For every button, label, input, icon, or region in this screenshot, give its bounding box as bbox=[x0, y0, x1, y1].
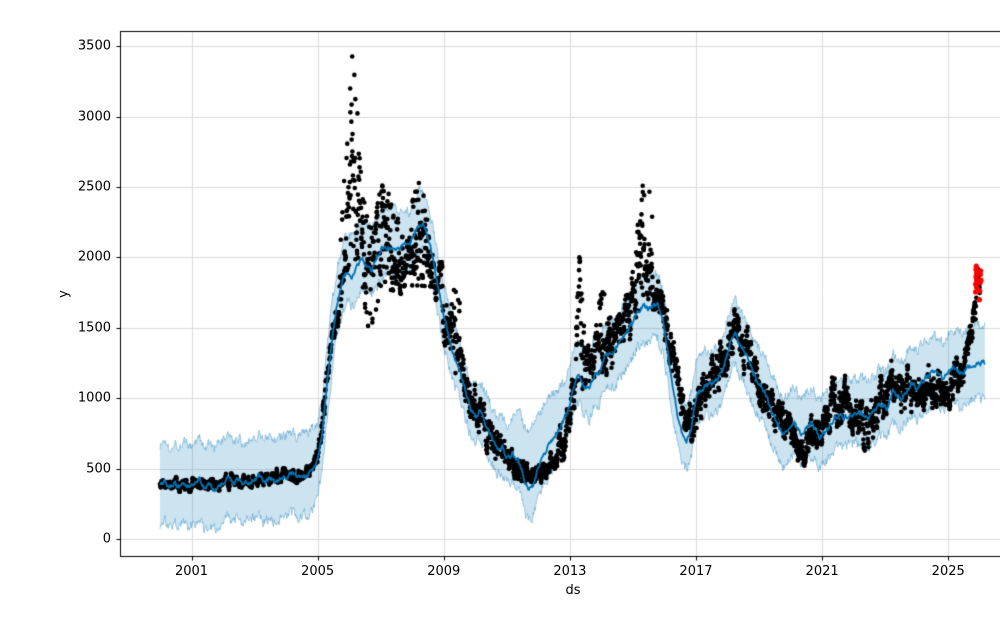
y-tick-label: 2000 bbox=[77, 249, 111, 265]
y-axis-label: y bbox=[56, 289, 72, 298]
x-tick-label: 2013 bbox=[553, 564, 587, 579]
x-tick-label: 2009 bbox=[427, 564, 461, 579]
prophet-forecast-figure: 2001 2005 2009 2013 2017 2021 2025 0 500 1000 1500… bbox=[40, 16, 1000, 616]
x-tick-label: 2021 bbox=[805, 564, 839, 579]
x-tick-label: 2017 bbox=[679, 564, 713, 579]
y-tick-label: 3500 bbox=[77, 38, 111, 54]
x-tick-label: 2025 bbox=[931, 564, 965, 579]
y-tick-label: 3000 bbox=[77, 109, 111, 125]
x-tick-label: 2001 bbox=[174, 564, 209, 579]
y-tick-label: 1500 bbox=[77, 320, 111, 336]
y-tick-label: 2500 bbox=[77, 179, 111, 195]
y-tick-label: 1000 bbox=[77, 390, 111, 406]
x-axis-label: ds bbox=[565, 583, 581, 598]
y-tick-label: 0 bbox=[102, 531, 111, 547]
x-tick-label: 2005 bbox=[301, 564, 335, 579]
forecast-chart-canvas bbox=[40, 16, 1000, 616]
y-tick-label: 500 bbox=[86, 461, 111, 477]
